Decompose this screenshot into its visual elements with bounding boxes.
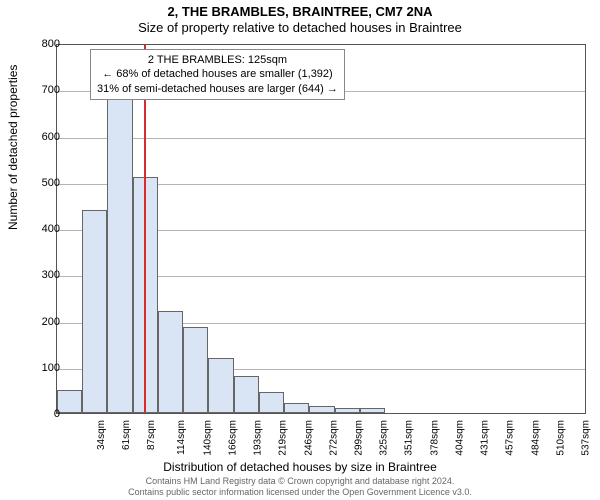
annotation-line: ← 68% of detached houses are smaller (1,…: [97, 67, 338, 81]
x-tick-label: 272sqm: [328, 420, 339, 456]
histogram-bar: [158, 311, 183, 413]
y-tick-label: 0: [30, 408, 60, 420]
x-tick-label: 166sqm: [227, 420, 238, 456]
y-tick-label: 600: [30, 131, 60, 143]
x-tick-label: 537sqm: [581, 420, 592, 456]
footer-line2: Contains public sector information licen…: [0, 487, 600, 498]
histogram-bar: [107, 94, 132, 413]
footer-line1: Contains HM Land Registry data © Crown c…: [0, 476, 600, 487]
x-tick-label: 140sqm: [202, 420, 213, 456]
plot-area: 2 THE BRAMBLES: 125sqm← 68% of detached …: [56, 44, 586, 414]
y-tick-label: 800: [30, 38, 60, 50]
y-tick-label: 500: [30, 177, 60, 189]
annotation-line: 2 THE BRAMBLES: 125sqm: [97, 53, 338, 67]
histogram-bar: [234, 376, 259, 413]
footer-attribution: Contains HM Land Registry data © Crown c…: [0, 476, 600, 498]
x-tick-label: 457sqm: [505, 420, 516, 456]
x-tick-label: 431sqm: [480, 420, 491, 456]
histogram-bar: [183, 327, 208, 413]
x-tick-label: 299sqm: [354, 420, 365, 456]
y-tick-label: 700: [30, 84, 60, 96]
grid-line: [57, 138, 585, 139]
x-tick-label: 87sqm: [146, 420, 157, 450]
histogram-chart: 2 THE BRAMBLES: 125sqm← 68% of detached …: [56, 44, 586, 414]
y-tick-label: 300: [30, 269, 60, 281]
histogram-bar: [82, 210, 107, 414]
y-tick-label: 100: [30, 362, 60, 374]
histogram-bar: [259, 392, 284, 413]
y-tick-label: 400: [30, 223, 60, 235]
reference-line: [144, 45, 146, 413]
histogram-bar: [284, 403, 309, 413]
x-tick-label: 378sqm: [429, 420, 440, 456]
x-tick-label: 246sqm: [303, 420, 314, 456]
histogram-bar: [57, 390, 82, 413]
histogram-bar: [309, 406, 334, 413]
x-tick-label: 510sqm: [555, 420, 566, 456]
x-tick-label: 34sqm: [96, 420, 107, 450]
x-axis-label: Distribution of detached houses by size …: [0, 460, 600, 474]
x-tick-label: 351sqm: [404, 420, 415, 456]
x-tick-label: 404sqm: [455, 420, 466, 456]
x-tick-label: 484sqm: [530, 420, 541, 456]
y-axis-label: Number of detached properties: [6, 65, 20, 230]
x-tick-label: 219sqm: [278, 420, 289, 456]
page-title-line1: 2, THE BRAMBLES, BRAINTREE, CM7 2NA: [0, 4, 600, 19]
y-tick-label: 200: [30, 316, 60, 328]
x-tick-label: 61sqm: [121, 420, 132, 450]
histogram-bar: [208, 358, 233, 414]
page-title-line2: Size of property relative to detached ho…: [0, 20, 600, 35]
x-tick-label: 193sqm: [253, 420, 264, 456]
x-tick-label: 325sqm: [379, 420, 390, 456]
x-tick-label: 114sqm: [176, 420, 187, 455]
annotation-box: 2 THE BRAMBLES: 125sqm← 68% of detached …: [90, 49, 345, 100]
histogram-bar: [360, 408, 385, 413]
annotation-line: 31% of semi-detached houses are larger (…: [97, 82, 338, 96]
histogram-bar: [335, 408, 360, 413]
